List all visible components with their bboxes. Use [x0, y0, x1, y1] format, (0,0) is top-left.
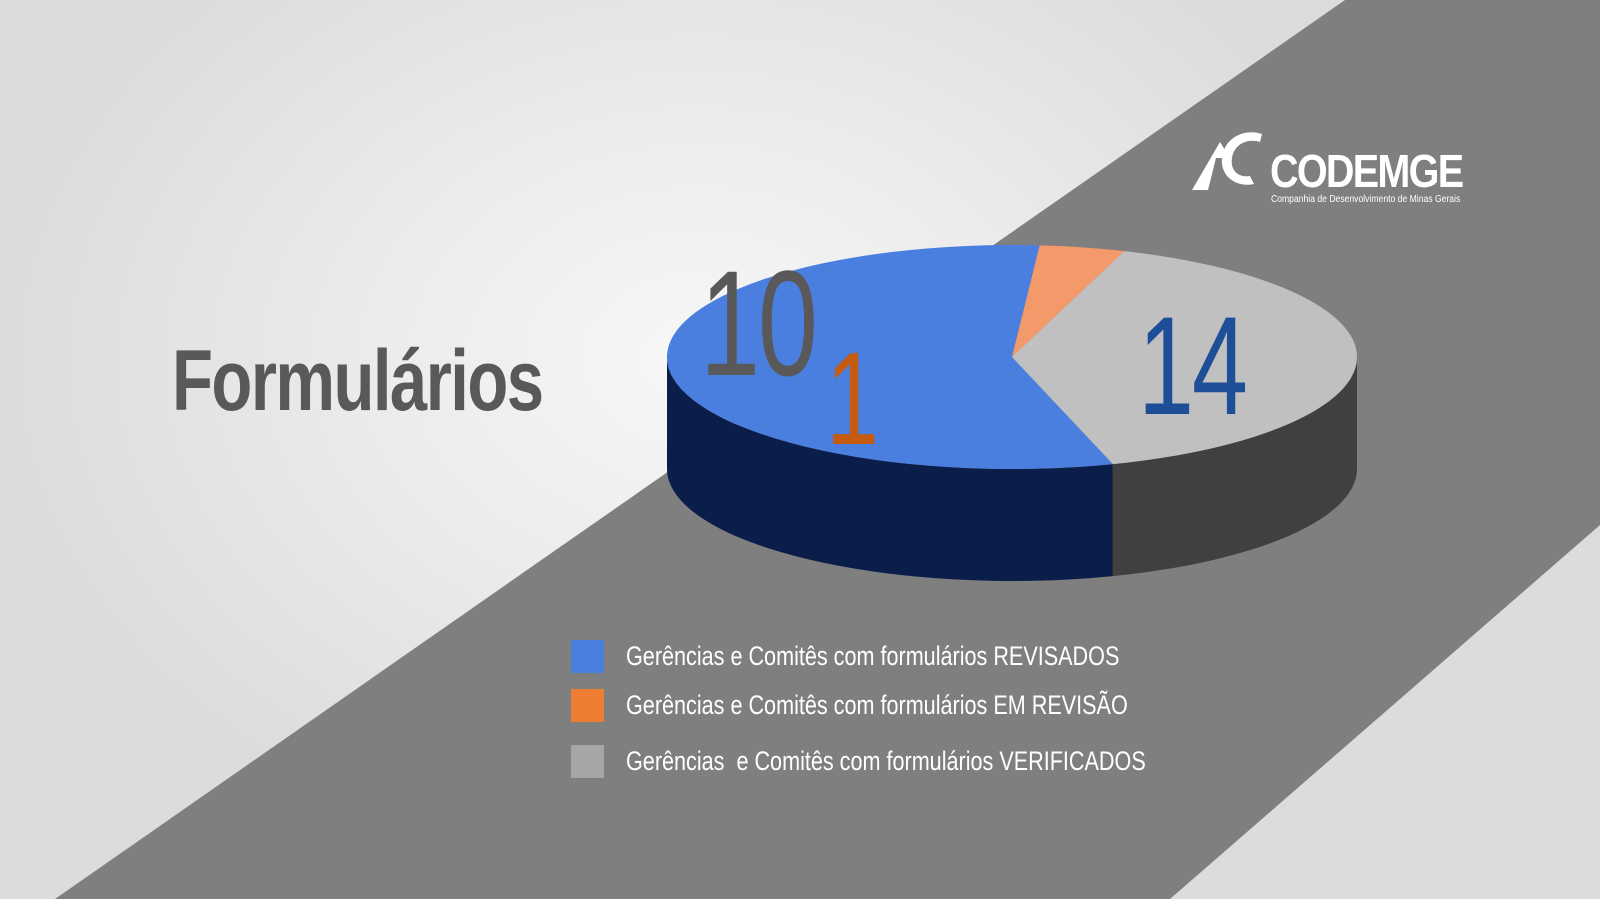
data-label-verificados: 10: [700, 239, 818, 407]
data-label-revisados: 14: [1138, 287, 1248, 444]
pie-slice-em-revisao: [1012, 245, 1125, 357]
page-title: Formulários: [172, 333, 544, 429]
pie-slice-verificados: [1012, 251, 1358, 465]
logo-name: CODEMGE: [1270, 145, 1464, 197]
data-label-em-revisao: 1: [826, 325, 879, 472]
logo-mark-icon: [1192, 132, 1262, 190]
legend-swatch-revisados: [571, 640, 604, 673]
pie-side-verificados: [1112, 357, 1357, 577]
legend-label-verificados: Gerências e Comitês com formulários VERI…: [626, 746, 1146, 776]
pie-slice-revisados: [667, 245, 1113, 469]
legend-label-em-revisao: Gerências e Comitês com formulários EM R…: [626, 690, 1128, 720]
logo-tagline: Companhia de Desenvolvimento de Minas Ge…: [1271, 194, 1461, 205]
legend-label-revisados: Gerências e Comitês com formulários REVI…: [626, 641, 1120, 671]
legend-swatch-verificados: [571, 745, 604, 778]
legend-swatch-em-revisao: [571, 689, 604, 722]
codemge-logo: CODEMGE Companhia de Desenvolvimento de …: [1190, 128, 1490, 208]
pie-side-revisados: [667, 357, 1113, 581]
